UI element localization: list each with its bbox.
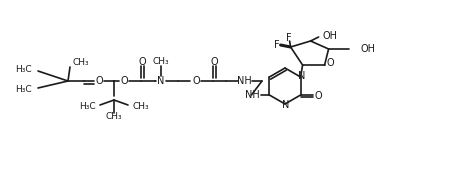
Text: F: F [274,40,279,50]
Text: O: O [210,57,218,67]
Text: CH₃: CH₃ [72,57,89,67]
Text: H₃C: H₃C [15,65,32,73]
Text: O: O [95,76,103,86]
Text: NH: NH [237,76,252,86]
Text: OH: OH [360,44,376,54]
Text: H₃C: H₃C [15,84,32,94]
Text: O: O [327,58,334,68]
Text: NH: NH [245,90,259,100]
Text: CH₃: CH₃ [153,57,169,65]
Text: O: O [192,76,200,86]
Text: CH₃: CH₃ [132,102,149,110]
Text: N: N [157,76,165,86]
Text: CH₃: CH₃ [106,111,122,121]
Text: N: N [298,71,306,81]
Text: F: F [286,33,292,43]
Text: O: O [120,76,128,86]
Text: H₃C: H₃C [80,102,96,110]
Text: O: O [138,57,146,67]
Text: OH: OH [323,31,338,41]
Text: O: O [315,91,322,101]
Text: N: N [282,100,290,110]
